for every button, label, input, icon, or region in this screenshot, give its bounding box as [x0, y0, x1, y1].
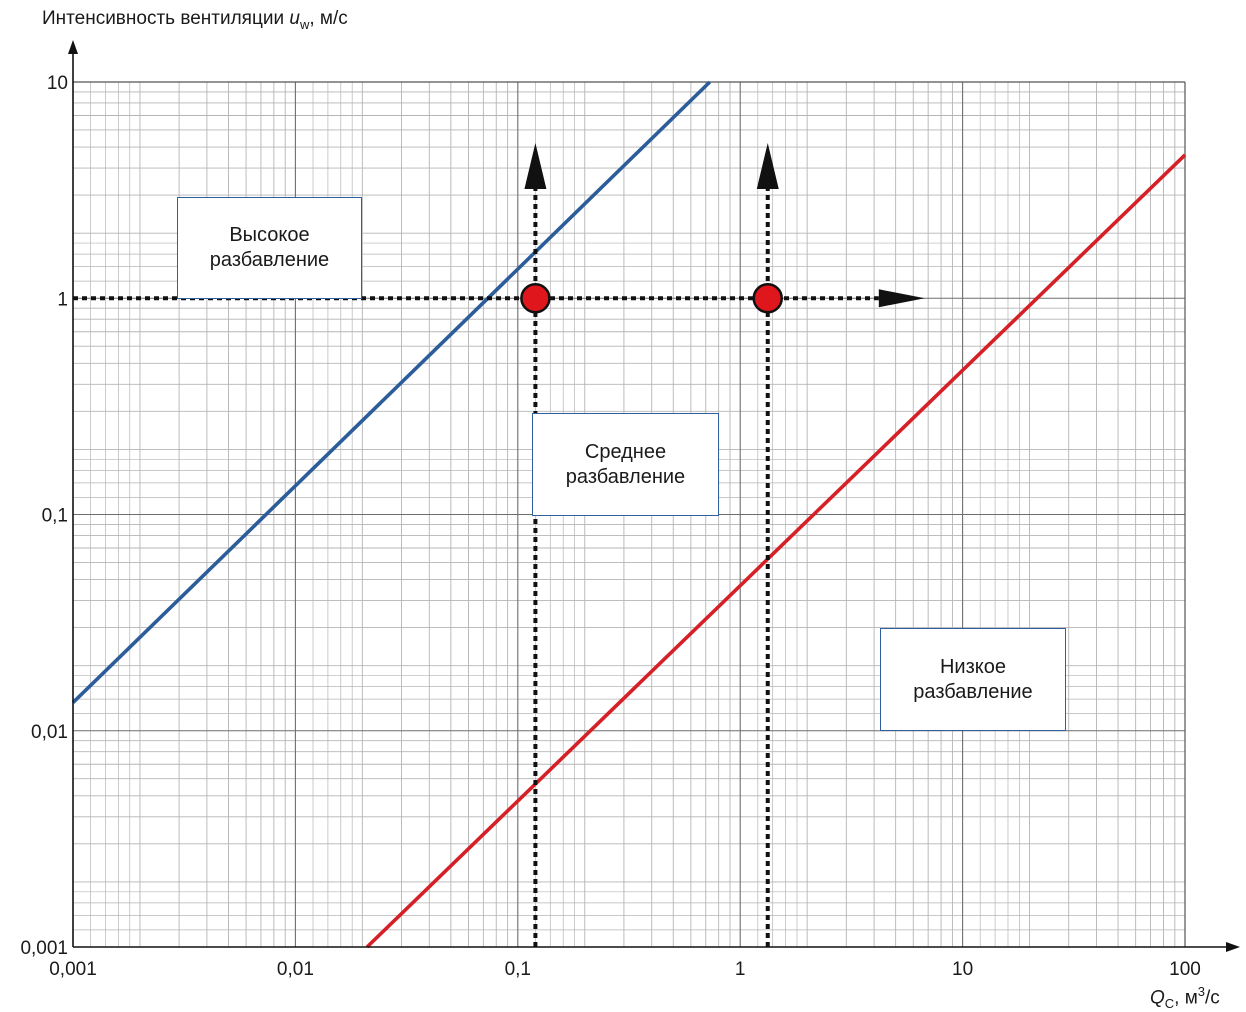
guide-lines	[73, 143, 925, 947]
data-point-2	[752, 283, 783, 314]
series-layer	[71, 80, 1187, 949]
y-tick-label: 1	[57, 289, 68, 310]
series-line-red	[365, 153, 1187, 949]
x-axis-arrow	[1226, 942, 1240, 952]
x-tick-label: 0,1	[505, 959, 531, 980]
x-tick-label: 1	[735, 959, 746, 980]
plot-frame	[73, 81, 1186, 947]
arrowhead-up-1	[524, 143, 547, 190]
x-axis-label: QC, м3/с	[1150, 984, 1220, 1012]
x-tick-label: 0,001	[49, 959, 97, 980]
region-high-dilution: Высокое разбавление	[177, 197, 362, 299]
y-axis-arrow	[68, 40, 78, 54]
y-tick-label: 0,1	[42, 506, 68, 527]
series-line-blue	[71, 80, 712, 704]
y-tick-label: 0,001	[20, 938, 68, 959]
tick-labels: 0,001 0,01 0,1 1 10 100 0,001 0,01 0,1 1 10	[20, 73, 1200, 980]
x-tick-label: 100	[1169, 959, 1201, 980]
x-tick-label: 0,01	[277, 959, 314, 980]
arrowhead-right	[878, 289, 925, 308]
y-tick-label: 10	[47, 73, 68, 94]
arrowhead-up-2	[756, 143, 779, 190]
region-low-dilution: Низкое разбавление	[880, 628, 1066, 731]
data-point-1	[520, 283, 551, 314]
y-tick-label: 0,01	[31, 722, 68, 743]
axes	[68, 40, 1240, 952]
region-medium-dilution: Среднее разбавление	[532, 413, 719, 516]
y-axis-label: Интенсивность вентиляции uw, м/с	[42, 8, 348, 32]
x-tick-label: 10	[952, 959, 973, 980]
point-markers	[520, 283, 783, 314]
